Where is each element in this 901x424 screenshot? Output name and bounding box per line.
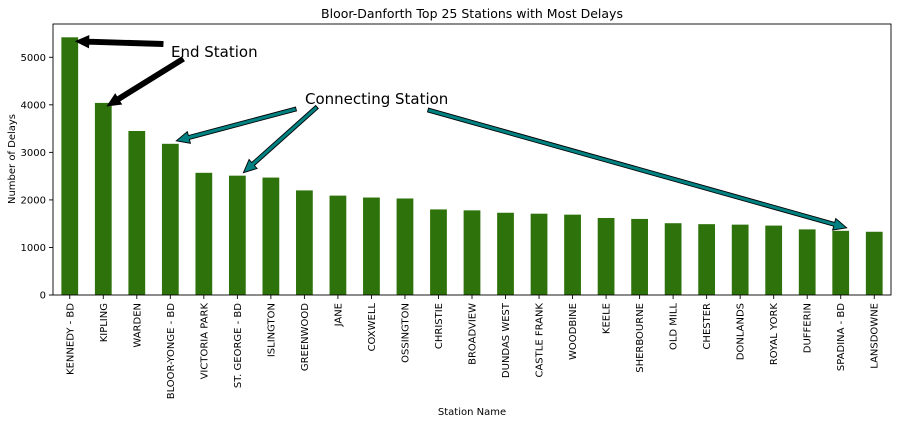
annotations-group: End Station Connecting Station [74, 35, 848, 231]
bar-lansdowne [865, 231, 883, 295]
x-tick-label: DUNDAS WEST [501, 302, 512, 378]
y-tick-label: 2000 [21, 195, 46, 206]
bar-spadina-bd [832, 230, 850, 295]
x-tick-label: SPADINA - BD [836, 303, 847, 371]
bar-old-mill [664, 223, 682, 295]
bar-greenwood [296, 190, 313, 295]
x-tick-label: LANSDOWNE [870, 303, 881, 369]
bar-islington [262, 177, 280, 295]
annotation-arrow-st-george-bd [242, 104, 319, 174]
annotation-arrow-bloor-yonge-bd [175, 106, 298, 144]
bar-sherbourne [631, 218, 648, 295]
x-tick-label: DUFFERIN [803, 303, 814, 353]
bar-ossington [396, 198, 414, 295]
bar-victoria-park [195, 172, 213, 295]
y-tick-label: 5000 [21, 53, 46, 64]
bar-keele [597, 217, 615, 295]
x-tick-label: ISLINGTON [266, 303, 277, 357]
x-tick-label: DONLANDS [736, 303, 747, 360]
bar-donlands [731, 224, 749, 295]
bar-jane [329, 195, 347, 295]
annotation-arrow-kipling [106, 56, 185, 107]
x-tick-label: ST. GEORGE - BD [233, 303, 244, 388]
bar-coxwell [363, 197, 380, 295]
x-tick-label: CHESTER [702, 303, 713, 350]
x-tick-label: VICTORIA PARK [199, 303, 210, 380]
x-axis-label: Station Name [438, 407, 506, 418]
bar-warden [128, 130, 146, 295]
bar-woodbine [564, 214, 581, 295]
bar-kipling [94, 102, 112, 295]
x-tick-label: KIPLING [99, 303, 110, 342]
x-tick-label: KENNEDY - BD [65, 303, 76, 375]
x-tick-label: OSSINGTON [400, 303, 411, 363]
bars-group [61, 37, 883, 295]
x-tick-label: SHERBOURNE [635, 303, 646, 373]
bar-castle-frank [530, 213, 548, 295]
annotation-arrow-kennedy-bd [74, 35, 164, 49]
bar-chester [698, 224, 716, 295]
x-tick-label: WARDEN [132, 303, 143, 348]
x-tick-label: CASTLE FRANK [535, 303, 546, 378]
x-tick-label: GREENWOOD [300, 303, 311, 371]
x-tick-label: BROADVIEW [468, 303, 479, 365]
plot-frame [52, 23, 892, 296]
bar-bloor-yonge-bd [161, 143, 179, 295]
y-tick-label: 0 [40, 291, 46, 302]
chart-title: Bloor-Danforth Top 25 Stations with Most… [321, 6, 623, 21]
y-tick-label: 1000 [21, 243, 46, 254]
x-tick-label: OLD MILL [669, 303, 680, 350]
bar-st-george-bd [228, 175, 246, 295]
x-tick-label: KEELE [602, 303, 613, 334]
x-tick-label: JANE [333, 303, 344, 327]
x-tick-label: CHRISTIE [434, 303, 445, 349]
x-tick-label: COXWELL [367, 303, 378, 352]
x-axis-ticks: KENNEDY - BD KIPLING WARDEN BLOOR-YONGE - B… [65, 295, 881, 400]
x-tick-label: ROYAL YORK [769, 303, 780, 366]
bar-royal-york [765, 225, 783, 295]
bar-broadview [463, 210, 481, 295]
y-axis-label: Number of Delays [7, 114, 18, 204]
bar-kennedy-bd [61, 37, 79, 295]
annotation-connecting-station: Connecting Station [305, 90, 448, 108]
y-tick-label: 3000 [21, 148, 46, 159]
x-tick-label: WOODBINE [568, 303, 579, 360]
bar-christie [430, 209, 447, 295]
y-tick-label: 4000 [21, 100, 46, 111]
bar-dundas-west [497, 212, 514, 295]
annotation-end-station: End Station [171, 43, 258, 61]
y-axis-ticks: 0 1000 2000 3000 4000 5000 [21, 53, 53, 302]
bar-dufferin [798, 229, 816, 295]
annotation-arrow-spadina-bd [426, 107, 848, 231]
x-tick-label: BLOOR-YONGE - BD [166, 303, 177, 400]
